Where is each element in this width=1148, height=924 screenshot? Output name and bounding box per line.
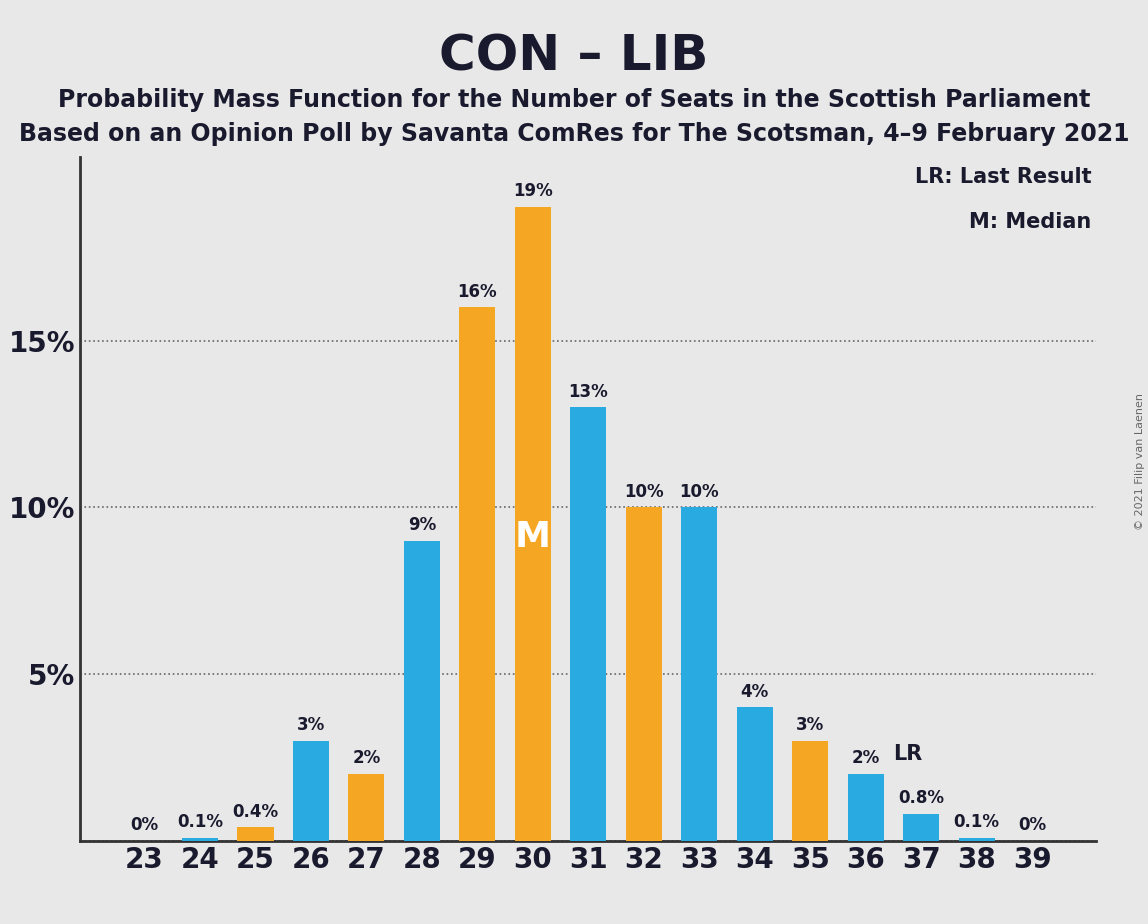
Bar	[183, 837, 218, 841]
Text: 0.8%: 0.8%	[898, 789, 944, 808]
Bar	[681, 507, 718, 841]
Text: 13%: 13%	[568, 383, 608, 401]
Bar	[959, 837, 994, 841]
Text: 4%: 4%	[740, 683, 769, 700]
Bar	[404, 541, 440, 841]
Text: 9%: 9%	[408, 516, 436, 534]
Bar	[459, 307, 496, 841]
Bar	[514, 207, 551, 841]
Text: 0.4%: 0.4%	[232, 803, 279, 821]
Bar	[847, 774, 884, 841]
Text: LR: Last Result: LR: Last Result	[915, 167, 1092, 188]
Text: 0.1%: 0.1%	[177, 813, 223, 831]
Text: 10%: 10%	[680, 482, 719, 501]
Text: 2%: 2%	[852, 749, 879, 768]
Bar	[737, 708, 773, 841]
Text: M: Median: M: Median	[969, 212, 1092, 232]
Text: Probability Mass Function for the Number of Seats in the Scottish Parliament: Probability Mass Function for the Number…	[57, 88, 1091, 112]
Text: 10%: 10%	[625, 482, 664, 501]
Text: LR: LR	[893, 744, 923, 764]
Text: Based on an Opinion Poll by Savanta ComRes for The Scotsman, 4–9 February 2021: Based on an Opinion Poll by Savanta ComR…	[18, 122, 1130, 146]
Text: 19%: 19%	[513, 182, 552, 201]
Text: 16%: 16%	[458, 283, 497, 300]
Text: 0%: 0%	[1018, 816, 1046, 834]
Text: 2%: 2%	[352, 749, 381, 768]
Text: 0%: 0%	[131, 816, 158, 834]
Text: 3%: 3%	[297, 716, 325, 734]
Bar	[238, 828, 273, 841]
Bar	[571, 407, 606, 841]
Bar	[293, 741, 329, 841]
Bar	[903, 814, 939, 841]
Bar	[626, 507, 662, 841]
Text: CON – LIB: CON – LIB	[440, 32, 708, 80]
Text: © 2021 Filip van Laenen: © 2021 Filip van Laenen	[1135, 394, 1145, 530]
Text: 0.1%: 0.1%	[954, 813, 1000, 831]
Text: 3%: 3%	[796, 716, 824, 734]
Bar	[349, 774, 385, 841]
Text: M: M	[514, 519, 551, 553]
Bar	[792, 741, 828, 841]
